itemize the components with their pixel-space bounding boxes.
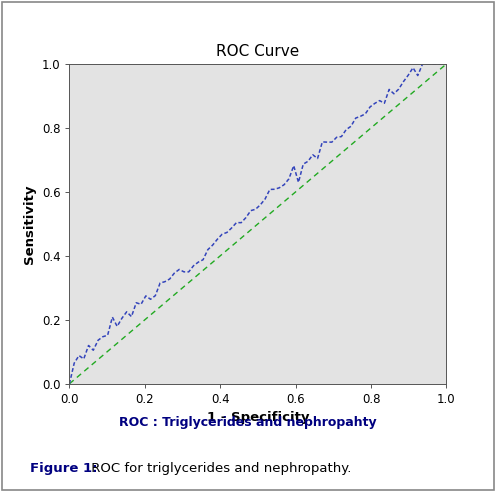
Text: Figure 1:: Figure 1:: [30, 462, 97, 475]
Text: ROC : Triglycerides and nephropahty: ROC : Triglycerides and nephropahty: [119, 416, 377, 429]
Title: ROC Curve: ROC Curve: [216, 44, 300, 59]
Y-axis label: Sensitivity: Sensitivity: [23, 184, 36, 264]
X-axis label: 1 - Specificity: 1 - Specificity: [207, 411, 309, 424]
Text: ROC for triglycerides and nephropathy.: ROC for triglycerides and nephropathy.: [87, 462, 351, 475]
